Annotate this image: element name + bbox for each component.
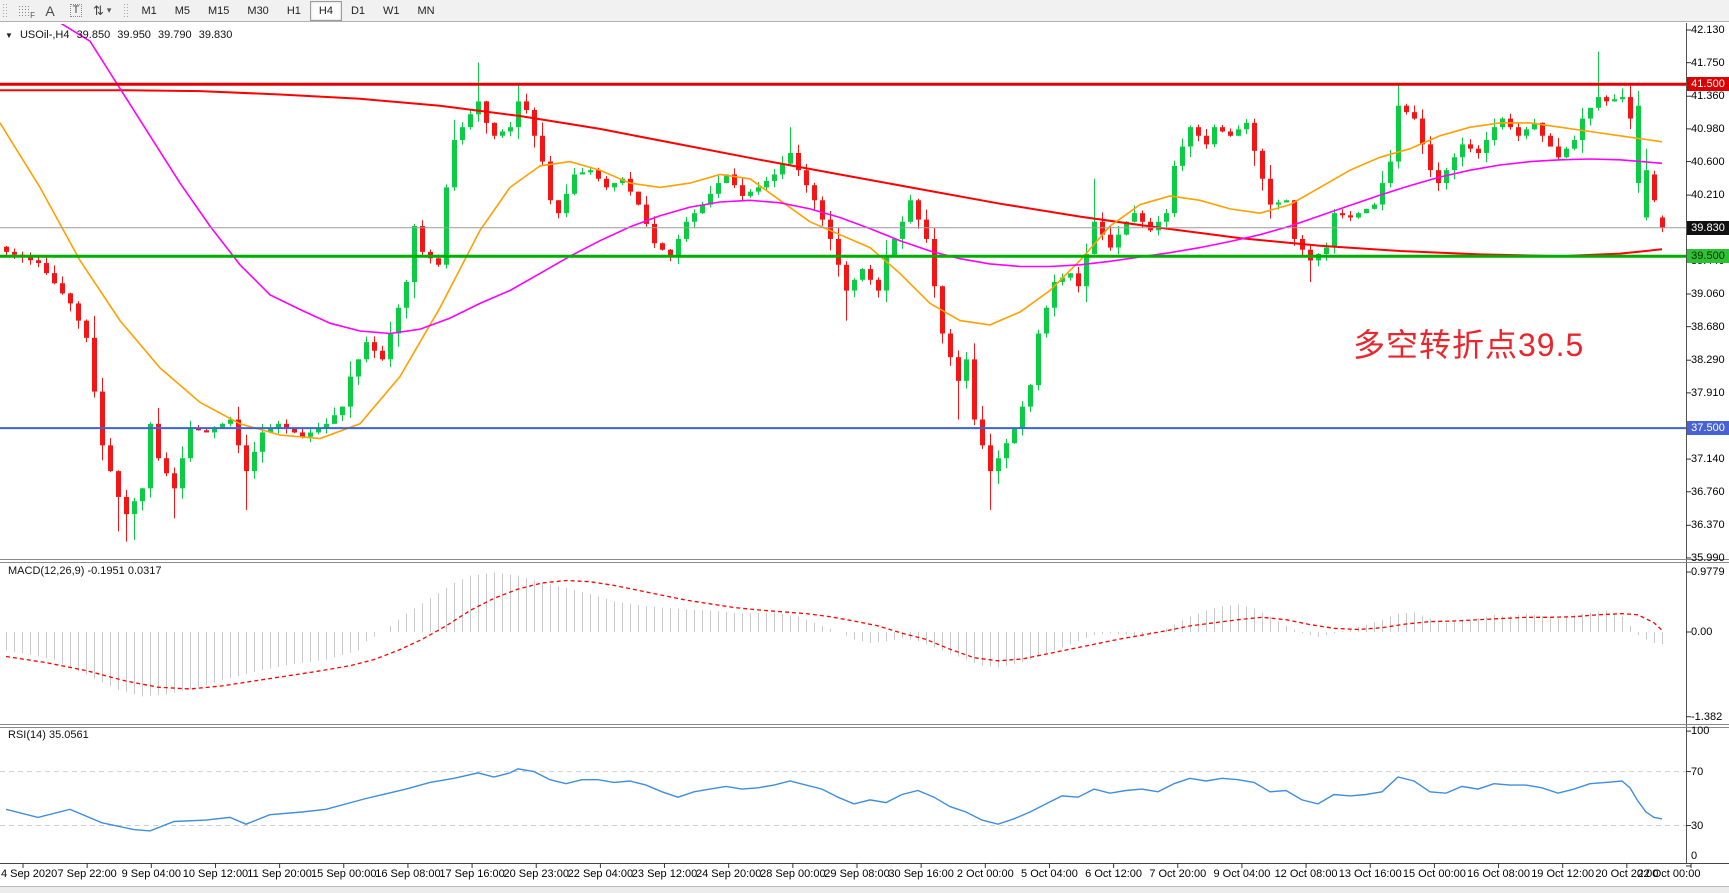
price-axis-label: 37.140 [1691, 453, 1725, 466]
text-label-tool-button[interactable]: T [63, 1, 89, 21]
time-axis-label: 10 Sep 12:00 [182, 868, 249, 880]
high-value: 39.950 [117, 29, 151, 41]
timeframe-w1-button[interactable]: W1 [374, 1, 409, 21]
time-axis-label: 19 Oct 12:00 [1531, 868, 1595, 880]
arrows-icon: ⇅ [93, 2, 104, 18]
rsi-panel-label: RSI(14) 35.0561 [8, 729, 89, 741]
letter-a-icon: A [45, 2, 55, 19]
price-axis-label: 40.210 [1691, 189, 1725, 202]
macd-panel-label: MACD(12,26,9) -0.1951 0.0317 [8, 565, 162, 577]
time-axis-label: 11 Sep 20:00 [247, 868, 312, 880]
fast-ma-line [0, 122, 1663, 440]
time-axis-label: 17 Sep 16:00 [439, 868, 505, 880]
rsi-line [5, 768, 1663, 832]
timeframe-d1-button[interactable]: D1 [342, 1, 374, 21]
arrows-tool-button[interactable]: ⇅ ▾ [89, 1, 115, 21]
timeframe-m1-button[interactable]: M1 [132, 1, 165, 21]
time-axis-label: 28 Sep 00:00 [760, 868, 826, 880]
price-badge: 37.500 [1687, 421, 1729, 436]
price-axis-label: 40.600 [1691, 155, 1725, 168]
rsi-axis-label: 0 [1691, 850, 1698, 862]
price-axis-label: 41.750 [1691, 56, 1725, 69]
price-axis-label: 40.980 [1691, 122, 1725, 135]
time-axis-label: 16 Oct 08:00 [1467, 868, 1531, 880]
price-axis-label: 38.290 [1691, 354, 1725, 367]
time-axis-label: 30 Sep 16:00 [888, 868, 954, 880]
price-axis-label: 38.680 [1691, 320, 1725, 333]
macd-axis-label: 0.9779 [1691, 566, 1725, 579]
grid-icon [18, 4, 30, 17]
time-axis-label: 4 Sep 2020 [1, 868, 58, 880]
price-badge: 41.500 [1687, 77, 1729, 92]
chart-annotation: 多空转折点39.5 [1353, 327, 1585, 363]
time-axis-label: 24 Sep 20:00 [695, 868, 762, 880]
rsi-axis-label: 70 [1691, 765, 1704, 778]
price-axis-label: 42.130 [1691, 24, 1725, 36]
time-axis-label: 15 Oct 00:00 [1402, 868, 1466, 880]
toolbar-grip-2[interactable] [123, 2, 129, 19]
price-badge: 39.830 [1687, 220, 1729, 235]
time-axis-label: 6 Oct 12:00 [1085, 868, 1143, 880]
time-axis-label: 5 Oct 04:00 [1021, 868, 1078, 880]
macd-panel [5, 572, 1663, 697]
symbol-period-label: USOil-,H4 [19, 29, 70, 41]
price-axis-label: 37.910 [1691, 386, 1725, 399]
toolbar-grip[interactable] [2, 2, 7, 19]
time-axis-label: 29 Sep 08:00 [824, 868, 890, 880]
crosshair-grid-tool-button[interactable]: F [11, 1, 37, 21]
text-tool-button[interactable]: A [37, 1, 63, 21]
macd-signal-line [5, 579, 1663, 690]
rsi-axis-label: 100 [1691, 725, 1710, 738]
time-axis-label: 22 Oct 00:00 [1637, 868, 1701, 880]
medium-ma-line [60, 24, 1663, 335]
chevron-down-icon: ▾ [106, 5, 112, 15]
price-axis-label: 39.060 [1691, 287, 1725, 300]
open-value: 39.850 [76, 29, 111, 41]
time-axis-label: 9 Sep 04:00 [121, 868, 181, 880]
time-axis-label: 20 Sep 23:00 [503, 868, 569, 880]
price-axis-label: 41.360 [1691, 90, 1725, 103]
time-axis-label: 7 Oct 20:00 [1149, 868, 1207, 880]
timeframe-m30-button[interactable]: M30 [238, 1, 277, 21]
chart-title: ▼ USOil-,H4 39.850 39.950 39.790 39.830 [5, 29, 236, 41]
price-panel [0, 24, 1686, 542]
time-axis-label: 7 Sep 22:00 [57, 868, 117, 880]
time-axis-label: 2 Oct 00:00 [956, 868, 1014, 880]
time-axis-label: 15 Sep 00:00 [311, 868, 377, 880]
timeframe-m5-button[interactable]: M5 [166, 1, 199, 21]
rsi-axis-label: 30 [1691, 819, 1704, 832]
price-axis-label: 36.370 [1691, 519, 1725, 532]
close-value: 39.830 [198, 29, 233, 41]
time-axis-label: 20 Oct 20:00 [1595, 868, 1659, 880]
slow-ma-line [0, 89, 1663, 258]
timeframe-m15-button[interactable]: M15 [199, 1, 238, 21]
macd-axis-label: -1.382 [1691, 710, 1723, 723]
toolbar: F A T ⇅ ▾ M1 M5 M15 M30 H1 H4 D1 W1 MN [0, 0, 1729, 22]
timeframe-h1-button[interactable]: H1 [278, 1, 310, 21]
timeframe-h4-button[interactable]: H4 [309, 0, 342, 21]
text-label-icon: T [69, 4, 83, 17]
time-axis-label: 23 Sep 12:00 [631, 868, 698, 880]
low-value: 39.790 [158, 29, 192, 41]
candles-layer [4, 51, 1665, 542]
bottom-strip [0, 886, 1729, 893]
time-axis-label: 12 Oct 08:00 [1274, 868, 1338, 880]
time-axis-label: 9 Oct 04:00 [1213, 868, 1271, 880]
time-axis-label: 22 Sep 04:00 [567, 868, 634, 880]
time-axis-label: 13 Oct 16:00 [1338, 868, 1402, 880]
price-badge: 39.500 [1687, 249, 1729, 264]
rsi-panel [0, 768, 1686, 832]
price-axis-label: 35.990 [1691, 551, 1725, 564]
grid-icon-label: F [30, 10, 35, 20]
price-axis-label: 36.760 [1691, 485, 1725, 498]
timeframe-mn-button[interactable]: MN [409, 1, 444, 21]
time-axis-label: 16 Sep 08:00 [375, 868, 441, 880]
macd-axis-label: 0.00 [1691, 626, 1713, 638]
chart-dropdown-icon[interactable]: ▼ [5, 31, 13, 40]
